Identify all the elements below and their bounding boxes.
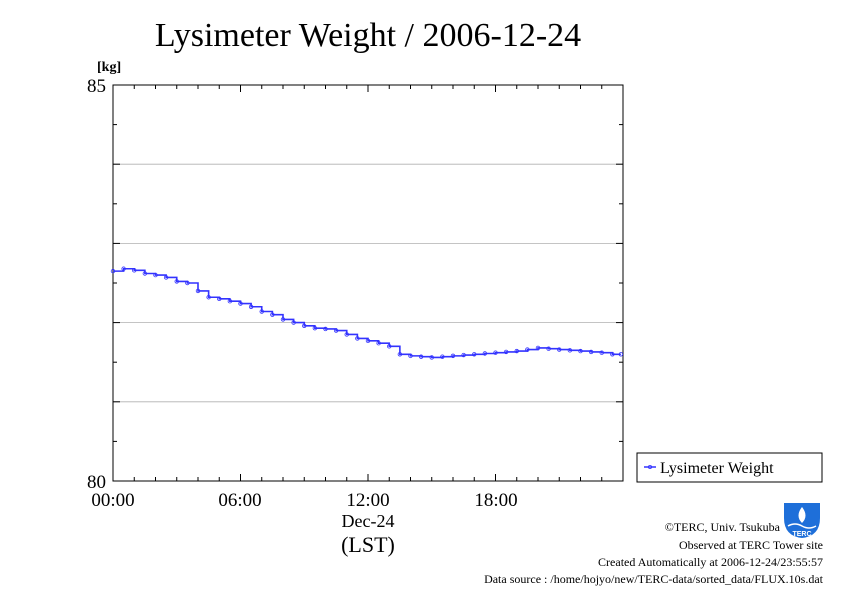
- legend: Lysimeter Weight: [636, 452, 823, 483]
- data-point: [217, 296, 222, 302]
- data-point: [344, 332, 349, 337]
- data-point: [429, 355, 434, 360]
- source-text: Data source : /home/hojyo/new/TERC-data/…: [484, 572, 824, 586]
- data-point: [153, 272, 158, 278]
- created-text: Created Automatically at 2006-12-24/23:5…: [598, 555, 823, 569]
- data-point: [397, 352, 403, 357]
- y-tick-label: 85: [87, 76, 106, 97]
- observed-text: Observed at TERC Tower site: [679, 538, 823, 552]
- series-line: [113, 267, 621, 359]
- data-point: [259, 309, 264, 314]
- data-point: [610, 352, 615, 357]
- data-point: [376, 340, 381, 346]
- x-tick-label: 00:00: [91, 490, 134, 511]
- axis-ticks: [112, 84, 624, 482]
- x-axis-date: Dec-24: [342, 511, 395, 531]
- data-point: [365, 338, 371, 344]
- data-point: [355, 336, 360, 341]
- legend-box: [636, 452, 823, 483]
- x-tick-label: 12:00: [346, 490, 389, 511]
- data-point: [387, 344, 392, 349]
- y-tick-label: 80: [87, 472, 106, 493]
- data-point: [323, 326, 328, 332]
- data-point: [291, 320, 296, 325]
- data-point: [588, 349, 594, 355]
- data-point: [618, 352, 624, 357]
- data-point: [472, 352, 477, 357]
- copyright-text: ©TERC, Univ. Tsukuba: [665, 520, 781, 534]
- terc-logo: TERC: [784, 503, 820, 538]
- data-point: [110, 268, 116, 274]
- x-tick-label: 06:00: [218, 490, 261, 511]
- data-point: [302, 323, 307, 328]
- legend-label: Lysimeter Weight: [660, 460, 774, 477]
- data-point: [493, 350, 498, 355]
- data-point: [227, 299, 233, 304]
- x-tick-label: 18:00: [474, 490, 517, 511]
- data-point: [142, 271, 148, 276]
- data-point: [132, 268, 137, 273]
- chart-title: Lysimeter Weight / 2006-12-24: [155, 17, 581, 54]
- data-point: [248, 304, 254, 309]
- data-point: [174, 279, 179, 284]
- data-point: [270, 312, 275, 317]
- data-point: [121, 266, 126, 271]
- data-point: [599, 350, 604, 355]
- wave-icon: [787, 523, 817, 529]
- data-point: [163, 275, 169, 280]
- data-point: [440, 354, 445, 359]
- gridlines: [113, 163, 623, 403]
- data-point: [514, 348, 519, 354]
- data-point: [238, 301, 243, 306]
- x-axis-timezone: (LST): [341, 532, 395, 557]
- data-point: [482, 351, 488, 356]
- water-drop-icon: [798, 507, 806, 523]
- data-point: [450, 353, 456, 359]
- data-point: [546, 346, 551, 351]
- logo-text: TERC: [792, 531, 811, 538]
- data-point: [408, 353, 413, 359]
- series-lysimeter-weight: [110, 266, 624, 360]
- data-point: [557, 347, 562, 352]
- data-point: [333, 328, 339, 333]
- data-point: [418, 354, 424, 359]
- data-point: [206, 295, 211, 300]
- data-point: [185, 280, 190, 286]
- data-point: [535, 345, 541, 351]
- data-point: [195, 288, 201, 294]
- data-point: [578, 348, 583, 354]
- data-point: [503, 349, 509, 355]
- data-point: [312, 325, 318, 331]
- y-axis-unit: [kg]: [97, 60, 121, 75]
- legend-marker-swatch: [648, 464, 653, 469]
- data-point: [461, 352, 466, 358]
- data-point: [280, 317, 286, 322]
- data-point: [567, 348, 573, 353]
- data-point: [525, 347, 530, 352]
